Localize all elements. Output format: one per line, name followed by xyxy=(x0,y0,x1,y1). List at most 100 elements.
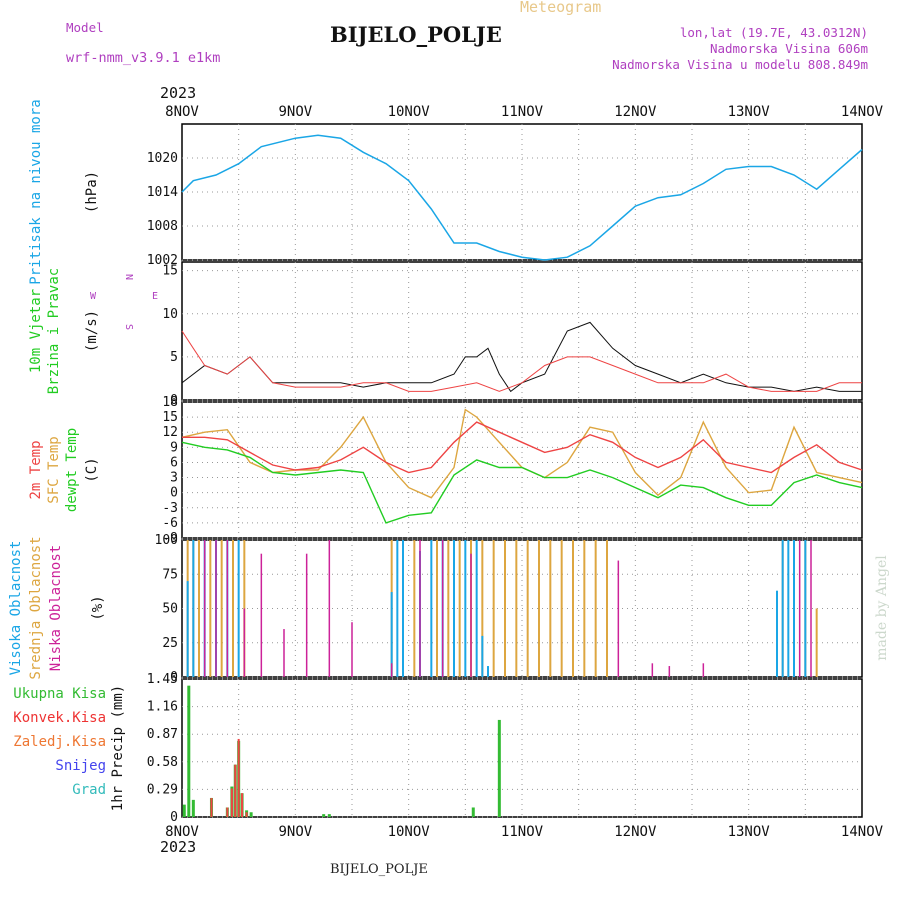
wind-speed-line xyxy=(181,321,862,393)
temp2m-axis-label: 2m Temp xyxy=(28,440,44,499)
precip-unit-label: 1hr Precip (mm) xyxy=(110,685,126,811)
precip-total-bar xyxy=(471,807,475,817)
mid-cloud-bar xyxy=(549,540,552,677)
wind-gust-line xyxy=(181,330,862,392)
low-cloud-bar xyxy=(651,663,654,677)
xtick-bottom-label: 8NOV xyxy=(165,824,199,840)
ytick-label: 1008 xyxy=(147,219,178,234)
low-cloud-bar xyxy=(810,540,812,677)
ytick-label: -3 xyxy=(162,501,178,516)
xtick-top-label: 12NOV xyxy=(614,104,657,120)
precip-convective-bar xyxy=(245,812,248,817)
lonlat-text: lon,lat (19.7E, 43.0312N) xyxy=(679,25,868,40)
low-cloud-bar xyxy=(419,540,421,677)
low-cloud-bar xyxy=(226,540,229,677)
high-cloud-bar xyxy=(804,540,807,677)
low-cloud-bar xyxy=(441,540,444,677)
wind-axis-label: 10m Vjetar xyxy=(28,289,44,373)
mid-cloud-bar xyxy=(447,540,450,677)
ytick-label: 0 xyxy=(170,393,178,408)
low-cloud-bar xyxy=(305,553,308,677)
precip-convective-bar xyxy=(230,788,233,817)
high-cloud-bar xyxy=(396,540,399,677)
ytick-label: 3 xyxy=(170,471,178,486)
ytick-label: 1020 xyxy=(147,151,178,166)
year-bottom: 2023 xyxy=(160,838,197,856)
mid-cloud-bar xyxy=(209,540,212,677)
wind-axis-label-2: Brzina i Pravac xyxy=(46,268,62,394)
ytick-label: 15 xyxy=(162,410,178,425)
precip-convective-bar xyxy=(237,738,240,817)
precip-legend-snow: Snijeg xyxy=(55,758,106,774)
mid-cloud-bar xyxy=(198,540,200,677)
xtick-bottom-label: 13NOV xyxy=(728,824,771,840)
ytick-label: 5 xyxy=(170,350,178,365)
precip-total-bar xyxy=(187,685,191,817)
mid-cloud-bar xyxy=(232,540,234,677)
low-cloud-bar xyxy=(283,629,285,677)
mid-cloud-bar xyxy=(481,540,484,677)
low-cloud-bar xyxy=(668,666,671,677)
mid-cloud-axis-label: Srednja Oblacnost xyxy=(28,536,44,679)
sfc-temp-axis-label: SFC Temp xyxy=(46,436,62,503)
ytick-label: 1.16 xyxy=(147,700,178,715)
dewpoint-axis-label: dewpt Temp xyxy=(64,428,80,512)
low-cloud-bar xyxy=(702,663,705,677)
ytick-label: 1002 xyxy=(147,253,178,268)
mid-cloud-bar xyxy=(504,540,506,677)
high-cloud-bar xyxy=(402,540,404,677)
precip-legend-hail: Grad xyxy=(72,782,106,798)
footer-station: BIJELO_POLJE xyxy=(330,862,428,877)
low-cloud-bar xyxy=(798,540,801,677)
station-title: BIJELO_POLJE xyxy=(330,22,502,47)
wind-legend-n: N xyxy=(123,274,134,280)
ytick-label: 100 xyxy=(155,533,178,548)
mid-cloud-bar xyxy=(560,540,563,677)
precip-convective-bar xyxy=(226,807,229,817)
xtick-bottom-label: 11NOV xyxy=(501,824,544,840)
dewpoint-line xyxy=(181,441,863,524)
wind-legend-s: S xyxy=(123,324,134,330)
mid-cloud-bar xyxy=(220,540,223,677)
high-cloud-bar xyxy=(781,540,784,677)
high-cloud-bar xyxy=(430,540,433,677)
xtick-bottom-label: 14NOV xyxy=(841,824,884,840)
precip-legend-freezing: Zaledj.Kisa xyxy=(13,734,106,750)
ytick-label: 50 xyxy=(162,602,178,617)
ytick-label: 0.58 xyxy=(147,755,178,770)
mid-cloud-bar xyxy=(458,540,461,677)
wind-legend-e: E xyxy=(152,291,158,302)
low-cloud-bar xyxy=(203,540,206,677)
wind-unit-label: (m/s) xyxy=(84,310,100,352)
low-cloud-bar xyxy=(390,663,393,677)
mid-cloud-bar xyxy=(815,608,818,677)
precip-total-bar xyxy=(182,804,186,817)
elevation-text: Nadmorska Visina 606m xyxy=(709,41,868,56)
ytick-label: 18 xyxy=(162,395,178,410)
low-cloud-bar xyxy=(617,560,620,677)
ytick-label: 75 xyxy=(162,567,178,582)
mid-cloud-bar xyxy=(583,540,586,677)
mid-cloud-bar xyxy=(572,540,574,677)
low-cloud-bar xyxy=(215,540,217,677)
ytick-label: 25 xyxy=(162,636,178,651)
model-name: wrf-nmm_v3.9.1 e1km xyxy=(66,50,221,66)
precip-total-bar xyxy=(497,719,501,817)
mid-cloud-bar xyxy=(526,540,529,677)
high-cloud-bar xyxy=(481,635,484,677)
ytick-label: 0.87 xyxy=(147,727,178,742)
precip-total-bar xyxy=(327,814,331,817)
mid-cloud-bar xyxy=(492,540,495,677)
cloud-unit-label: (%) xyxy=(90,595,106,620)
ytick-label: 1.45 xyxy=(147,672,178,687)
ytick-label: 0 xyxy=(170,670,178,685)
xtick-bottom-label: 9NOV xyxy=(278,824,312,840)
precip-convective-bar xyxy=(210,797,213,817)
ytick-label: 10 xyxy=(162,307,178,322)
ytick-label: 0 xyxy=(170,810,178,825)
high-cloud-bar xyxy=(776,590,778,677)
high-cloud-bar xyxy=(453,540,455,677)
pressure-axis-label: Pritisak na nivou mora xyxy=(28,99,44,284)
precip-total-bar xyxy=(191,799,195,817)
